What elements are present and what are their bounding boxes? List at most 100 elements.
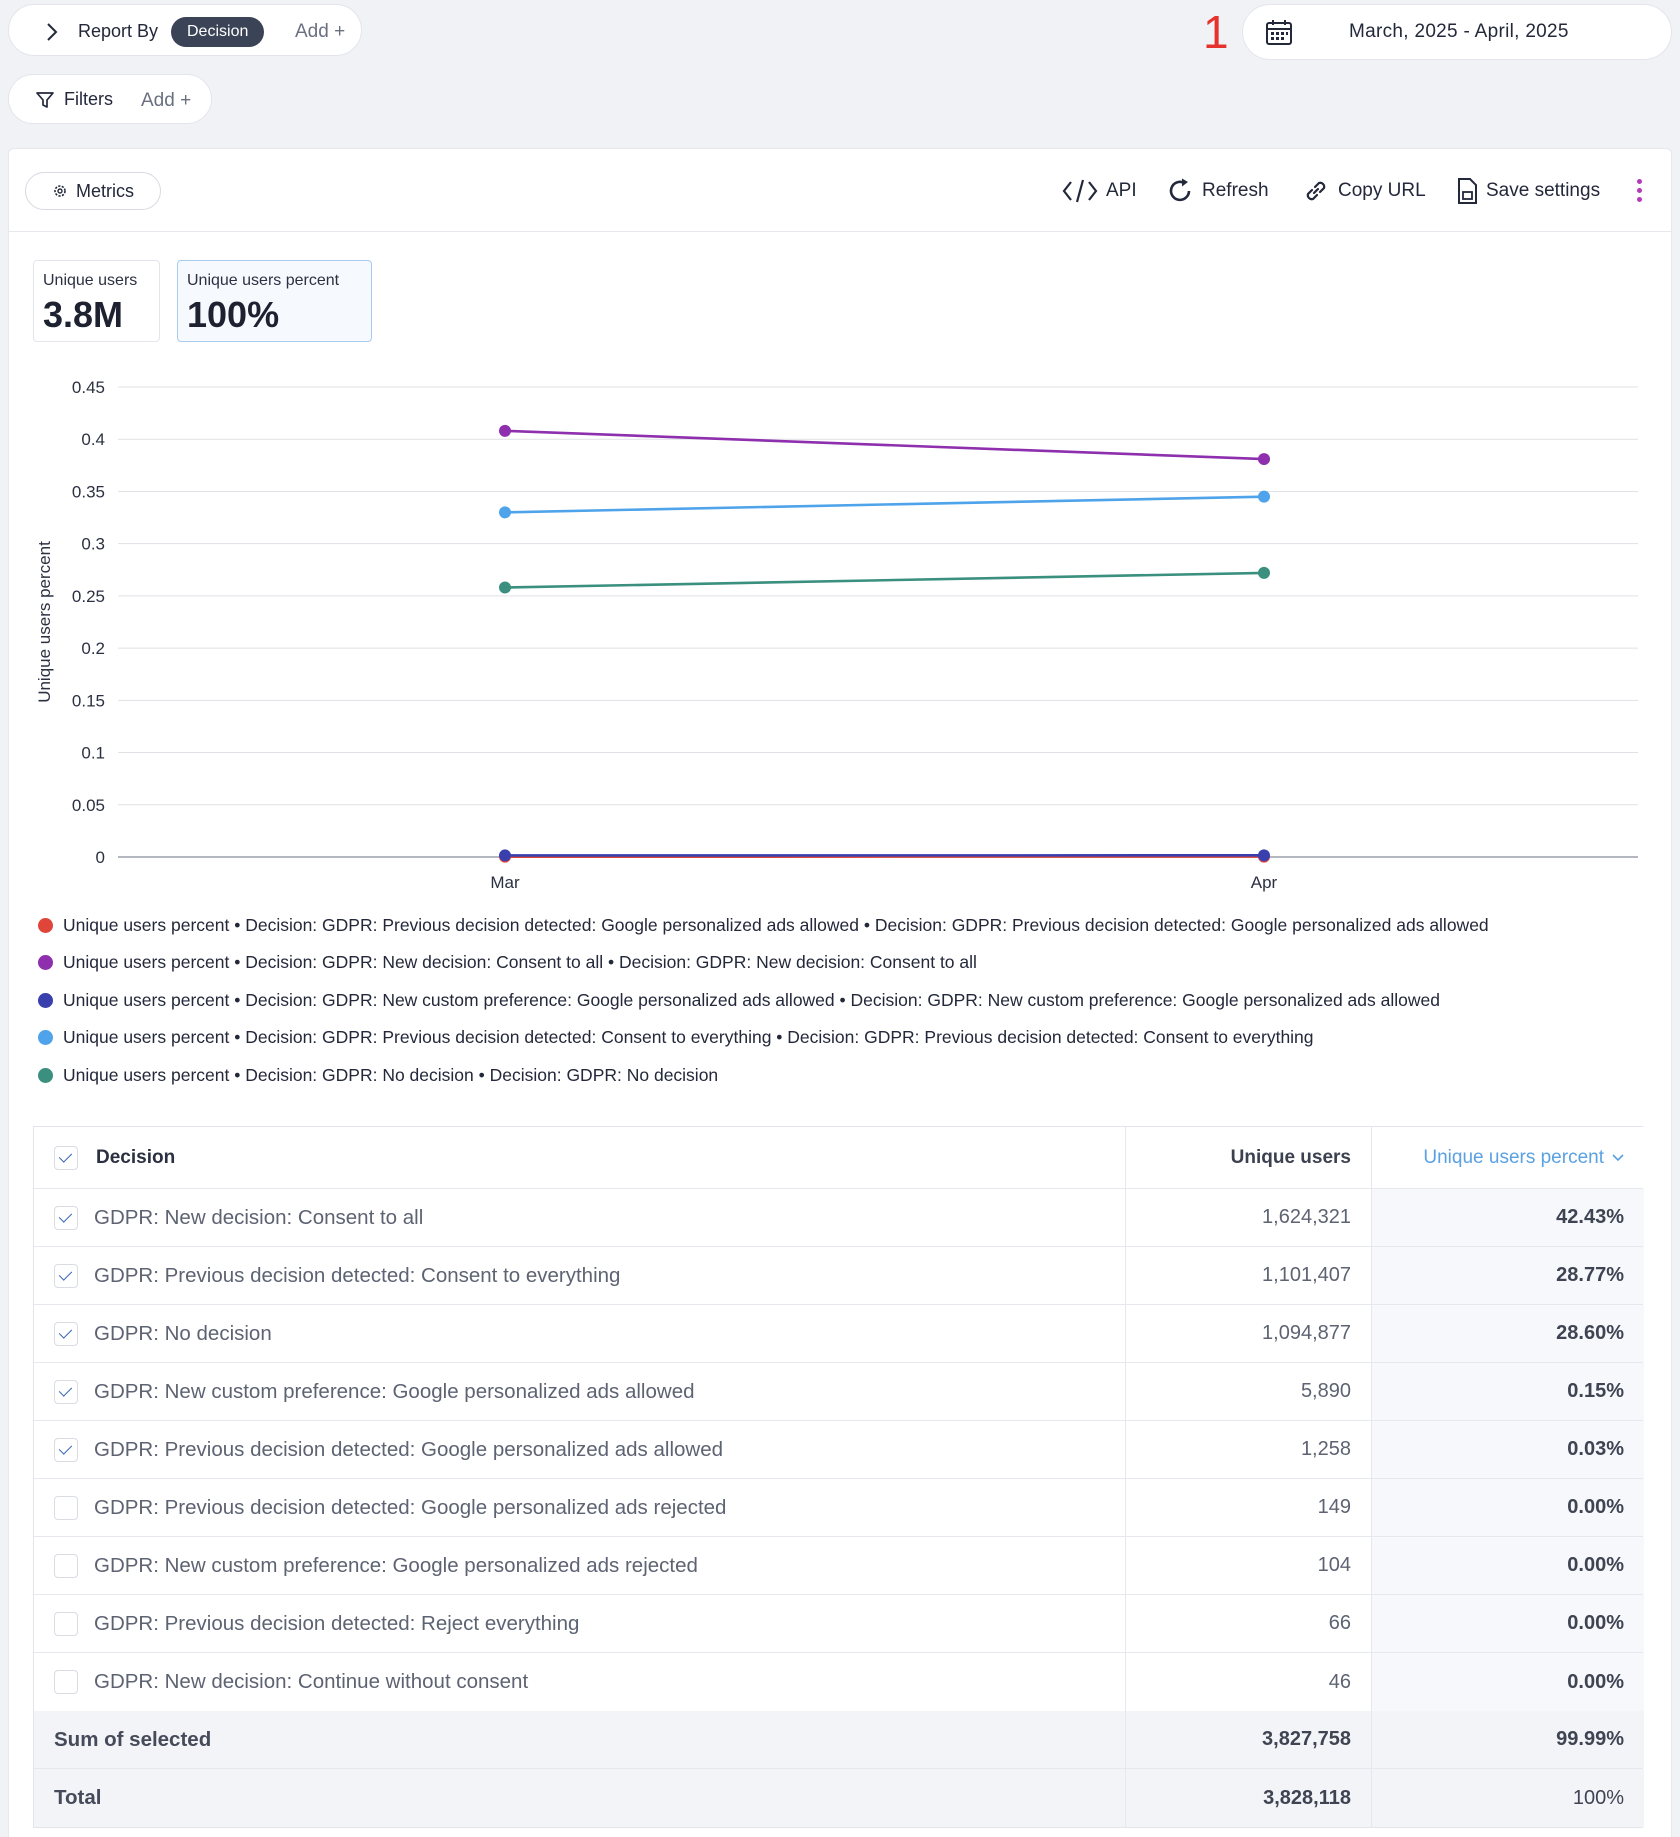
legend-item[interactable]: Unique users percent • Decision: GDPR: P… [38,1027,1314,1049]
legend-dot [38,1067,53,1083]
legend-dot [38,1030,53,1045]
filters-add-button[interactable]: Add + [141,90,192,111]
save-settings-label: Save settings [1486,180,1601,201]
table-row[interactable]: GDPR: No decision 1,094,877 28.60% [34,1305,1644,1363]
row-checkbox[interactable] [54,1437,78,1462]
filters-bar: Filters Add + [8,74,212,124]
kpi-unique-users-percent[interactable]: Unique users percent 100% [177,260,372,342]
refresh-label: Refresh [1202,180,1269,201]
row-checkbox[interactable] [54,1611,78,1636]
more-options-icon[interactable] [1636,179,1644,203]
legend-item[interactable]: Unique users percent • Decision: GDPR: N… [38,952,977,974]
legend-item[interactable]: Unique users percent • Decision: GDPR: N… [38,1064,718,1086]
total-percent-cell: 100% [1372,1769,1644,1827]
legend-item[interactable]: Unique users percent • Decision: GDPR: P… [38,914,1489,936]
data-point [499,581,511,594]
unique-users-value: 1,258 [1300,1438,1351,1460]
x-tick-label: Apr [1251,873,1278,892]
kpi-label: Unique users percent [187,272,340,289]
unique-users-cell: 1,101,407 [1126,1247,1372,1304]
sum-label-cell: Sum of selected [34,1711,1126,1768]
percent-cell: 0.00% [1372,1595,1644,1652]
decision-name: GDPR: Previous decision detected: Reject… [94,1611,580,1635]
row-checkbox[interactable] [54,1263,78,1288]
decision-chip[interactable]: Decision [171,17,265,47]
total-row: Total 3,828,118 100% [34,1769,1644,1827]
table-row[interactable]: GDPR: New custom preference: Google pers… [34,1537,1644,1595]
percent-cell: 0.15% [1372,1363,1644,1420]
api-button[interactable]: API [1062,174,1137,208]
header-unique-users-label: Unique users [1230,1146,1351,1168]
table-row[interactable]: GDPR: New decision: Continue without con… [34,1653,1644,1711]
row-checkbox[interactable] [54,1495,78,1520]
sum-users: 3,827,758 [1262,1728,1351,1750]
decision-name: GDPR: New decision: Continue without con… [94,1670,529,1693]
decision-cell: GDPR: New decision: Consent to all [34,1189,1126,1246]
document-icon [1458,178,1477,204]
refresh-button[interactable]: Refresh [1166,174,1269,208]
percent-cell: 0.00% [1372,1479,1644,1536]
y-tick-label: 0.3 [81,535,105,554]
sum-users-cell: 3,827,758 [1126,1711,1372,1768]
date-range-text: March, 2025 - April, 2025 [1349,21,1569,42]
total-percent: 100% [1572,1786,1624,1809]
save-settings-button[interactable]: Save settings [1456,174,1600,208]
percent-cell: 0.03% [1372,1421,1644,1478]
data-point [1258,849,1270,862]
select-all-checkbox[interactable] [54,1145,78,1170]
metrics-button[interactable]: Metrics [25,172,161,210]
filters-label[interactable]: Filters [64,89,113,109]
table-row[interactable]: GDPR: Previous decision detected: Google… [34,1421,1644,1479]
header-unique-users[interactable]: Unique users [1126,1127,1372,1188]
y-tick-label: 0.05 [72,796,105,815]
unique-users-value: 1,624,321 [1262,1206,1351,1228]
report-by-bar: Report By Decision Add + [8,4,362,56]
unique-users-value: 1,094,877 [1262,1322,1351,1344]
data-point [499,424,511,437]
decision-cell: GDPR: Previous decision detected: Google… [34,1479,1126,1536]
legend-label: Unique users percent • Decision: GDPR: N… [63,952,977,972]
kpi-label: Unique users [43,272,138,289]
table-row[interactable]: GDPR: New decision: Consent to all 1,624,… [34,1189,1644,1247]
percent-value: 0.00% [1567,1496,1624,1518]
table-row[interactable]: GDPR: Previous decision detected: Google… [34,1479,1644,1537]
row-checkbox[interactable] [54,1379,78,1404]
unique-users-value: 66 [1328,1612,1351,1634]
chevron-right-icon[interactable] [45,22,59,42]
copy-url-label: Copy URL [1338,180,1426,201]
kpi-unique-users[interactable]: Unique users 3.8M [33,260,160,342]
table-row[interactable]: GDPR: Previous decision detected: Consen… [34,1247,1644,1305]
line-chart: 0 0.05 0.1 0.15 0.2 0.25 0.3 0.35 0.4 0.45 Mar Apr U… [35,378,1638,892]
data-point [499,849,511,862]
legend-dot [38,992,53,1008]
decision-cell: GDPR: No decision [34,1305,1126,1362]
row-checkbox[interactable] [54,1205,78,1230]
annotation-1: 1 [1203,6,1229,58]
row-checkbox[interactable] [54,1321,78,1346]
percent-value: 28.77% [1556,1264,1624,1286]
y-tick-label: 0.15 [72,691,105,710]
row-checkbox[interactable] [54,1670,78,1694]
decision-name: GDPR: New custom preference: Google pers… [94,1553,698,1577]
data-point [1258,453,1270,466]
decision-cell: GDPR: Previous decision detected: Consen… [34,1247,1126,1304]
decision-name: GDPR: Previous decision detected: Google… [94,1437,724,1461]
table-row[interactable]: GDPR: Previous decision detected: Reject… [34,1595,1644,1653]
table-row[interactable]: GDPR: New custom preference: Google pers… [34,1363,1644,1421]
legend-item[interactable]: Unique users percent • Decision: GDPR: N… [38,989,1440,1011]
legend-dot [38,955,53,970]
header-decision[interactable]: Decision [96,1146,176,1168]
y-tick-label: 0.25 [72,587,105,606]
data-point [499,506,511,519]
legend-label: Unique users percent • Decision: GDPR: N… [63,1064,719,1085]
percent-value: 0.15% [1567,1380,1624,1402]
series-line [504,571,1265,589]
report-by-add-button[interactable]: Add + [295,21,346,42]
unique-users-value: 149 [1317,1496,1351,1518]
total-label: Total [54,1786,102,1809]
date-range-picker[interactable]: March, 2025 - April, 2025 [1242,4,1672,60]
copy-url-button[interactable]: Copy URL [1302,174,1426,208]
row-checkbox[interactable] [54,1553,78,1578]
filter-icon [36,92,54,108]
header-unique-users-percent[interactable]: Unique users percent [1372,1127,1644,1188]
